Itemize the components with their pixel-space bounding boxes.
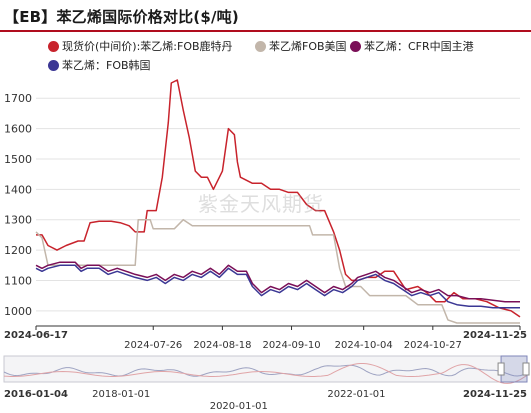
y-tick-label: 1600 [4,123,32,136]
x-tick-label: 2024-06-17 [4,330,68,341]
legend-label: 苯乙烯FOB美国 [269,40,347,53]
legend-swatch-icon [350,40,361,52]
x-tick-label: 2024-07-26 [124,340,182,351]
series-layer [35,79,521,324]
gridlines [36,97,520,312]
y-axis: 1000 1100 1200 1300 1400 1500 1600 1700 [4,92,32,318]
legend-item[interactable]: 苯乙烯：FOB韩国 [48,57,151,73]
y-tick-label: 1300 [4,214,32,227]
series-line-2[interactable] [35,218,520,324]
y-tick-label: 1500 [4,153,32,166]
x-tick-label: 2024-11-25 [463,330,527,341]
y-tick-label: 1400 [4,183,32,196]
series-line-3[interactable] [35,261,520,303]
navigator-tick-label: 2020-01-01 [210,401,268,412]
navigator-sparkline [3,363,528,384]
navigator-tick-label: 2018-01-01 [92,389,150,400]
x-tick-label: 2024-10-27 [404,340,462,351]
x-tick-label: 2024-09-10 [262,340,320,351]
navigator-tick-label: 2022-01-01 [327,389,385,400]
legend-item[interactable]: 现货价(中间价):苯乙烯:FOB鹿特丹 [48,38,233,54]
legend-swatch-icon [48,59,59,71]
x-tick-label: 2024-08-18 [193,340,251,351]
title-divider [0,30,531,32]
legend-swatch-icon [48,40,59,52]
range-navigator: 2016-01-04 2018-01-01 2020-01-01 2022-01-01… [3,355,530,412]
legend-swatch-icon [255,40,266,52]
legend-label: 苯乙烯：CFR中国主港 [364,40,474,53]
y-tick-label: 1100 [4,274,32,287]
legend-item[interactable]: 苯乙烯：CFR中国主港 [350,38,474,54]
x-tick-label: 2024-10-04 [335,340,393,351]
y-tick-label: 1200 [4,244,32,257]
navigator-right-handle[interactable] [522,362,530,376]
legend-label: 苯乙烯：FOB韩国 [62,59,151,72]
x-axis: 2024-06-17 2024-07-26 2024-08-18 2024-09-10… [4,326,527,351]
legend-label: 现货价(中间价):苯乙烯:FOB鹿特丹 [62,40,233,53]
navigator-left-handle[interactable] [497,362,505,376]
series-line-4[interactable] [35,264,520,309]
navigator-track[interactable] [3,355,528,383]
legend-item[interactable]: 苯乙烯FOB美国 [255,38,347,54]
navigator-tick-label: 2016-01-04 [4,389,68,400]
y-tick-label: 1000 [4,305,32,318]
series-line-1[interactable] [36,79,521,318]
chart-title: 【EB】苯乙烯国际价格对比($/吨) [4,8,239,26]
navigator-tick-label: 2024-11-25 [463,389,527,400]
y-tick-label: 1700 [4,92,32,105]
